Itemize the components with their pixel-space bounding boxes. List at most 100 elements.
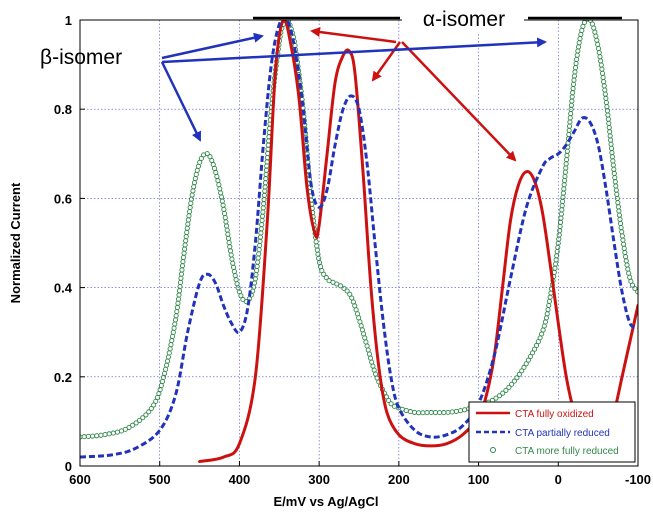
series-point	[407, 409, 413, 415]
x-tick-label: -100	[625, 472, 651, 487]
series-point	[365, 347, 371, 353]
series-point	[608, 137, 614, 143]
series-point	[545, 307, 551, 313]
series-point	[629, 282, 636, 288]
series-point	[179, 263, 185, 269]
series-point	[602, 87, 608, 93]
series-point	[259, 222, 265, 228]
y-tick-label: 0.6	[54, 191, 72, 206]
series-point	[363, 339, 369, 345]
y-tick-label: 0.8	[54, 102, 72, 117]
series-point	[226, 240, 232, 246]
series-point	[257, 238, 263, 244]
series-point	[578, 31, 584, 38]
series-point	[183, 234, 189, 240]
series-point	[254, 267, 260, 274]
series-point	[453, 408, 459, 414]
series-point	[564, 148, 570, 154]
series-point	[178, 275, 184, 281]
series-point	[542, 319, 548, 325]
series-point	[181, 250, 187, 256]
series-point	[563, 165, 569, 171]
series-point	[607, 129, 613, 135]
series-point	[616, 208, 622, 214]
series-point	[576, 40, 582, 46]
series-point	[314, 247, 320, 253]
series-point	[184, 225, 190, 231]
series-point	[595, 41, 601, 47]
series-point	[437, 410, 443, 416]
series-point	[261, 192, 267, 198]
series-point	[180, 254, 187, 260]
series-point	[424, 410, 430, 416]
series-point	[256, 247, 262, 253]
series-point	[509, 381, 515, 387]
series-point	[618, 225, 624, 231]
series-point	[503, 387, 509, 393]
series-point	[572, 69, 578, 75]
series-point	[321, 271, 327, 277]
series-point	[186, 213, 192, 219]
series-point	[357, 319, 363, 325]
series-point	[160, 374, 167, 381]
series-point	[262, 184, 268, 190]
series-point	[183, 238, 189, 244]
series-point	[314, 243, 320, 249]
series-point	[574, 56, 580, 62]
series-point	[462, 407, 468, 413]
series-point	[174, 304, 180, 311]
series-point	[214, 173, 220, 180]
series-point	[601, 83, 607, 89]
series-point	[255, 259, 261, 265]
series-point	[265, 142, 271, 148]
series-point	[151, 402, 157, 408]
x-tick-label: 0	[555, 472, 562, 487]
series-point	[559, 203, 565, 209]
series-point	[221, 206, 227, 212]
series-point	[173, 313, 179, 319]
series-point	[598, 62, 604, 68]
x-axis-ticks: 600 500 400 300 200 100 0 -100	[69, 461, 651, 487]
series-point	[165, 354, 171, 360]
series-point	[609, 150, 615, 156]
series-point	[584, 20, 590, 22]
series-point	[516, 371, 522, 377]
series-point	[593, 33, 599, 39]
series-point	[362, 335, 368, 341]
series-line-cta-partially-reduced	[80, 20, 638, 459]
series-point	[571, 77, 577, 83]
series-point	[416, 410, 422, 416]
series-point	[567, 115, 573, 121]
series-point	[623, 254, 629, 260]
y-axis-ticks: 0 0.2 0.4 0.6 0.8 1	[54, 13, 85, 474]
series-point	[358, 323, 364, 329]
series-point	[617, 216, 623, 222]
series-point	[177, 279, 184, 286]
series-point	[223, 219, 229, 225]
series-point	[612, 175, 618, 181]
series-point	[420, 410, 426, 416]
series-point	[604, 108, 610, 114]
series-point	[85, 433, 91, 440]
series-point	[457, 408, 464, 414]
series-point	[176, 292, 182, 298]
series-point	[364, 343, 370, 349]
series-point	[361, 331, 367, 337]
series-point	[231, 268, 237, 275]
y-axis-title: Normalized Current	[8, 182, 23, 303]
legend-swatch-more-fully-reduced	[490, 447, 496, 453]
series-point	[261, 201, 267, 207]
series-point	[191, 180, 198, 186]
series-point	[224, 223, 230, 229]
series-point	[619, 229, 625, 235]
series-point	[562, 173, 568, 179]
series-point	[227, 244, 233, 250]
series-point	[618, 220, 624, 227]
series-point	[611, 166, 617, 172]
series-point	[90, 433, 96, 439]
series-point	[220, 202, 226, 208]
series-point	[263, 171, 269, 177]
series-point	[192, 175, 198, 182]
series-point	[548, 290, 554, 296]
series-point	[169, 338, 175, 344]
